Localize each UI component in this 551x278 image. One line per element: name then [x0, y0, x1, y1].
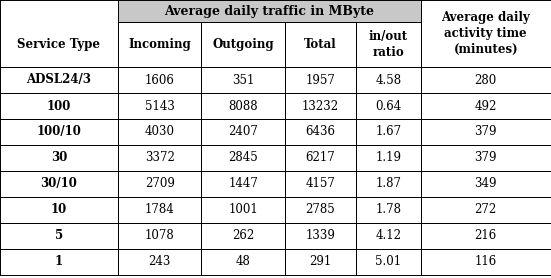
Text: 2407: 2407 — [228, 125, 258, 138]
Text: 6217: 6217 — [305, 152, 335, 165]
Text: Outgoing: Outgoing — [212, 38, 274, 51]
Text: 30/10: 30/10 — [41, 177, 77, 190]
Text: 2845: 2845 — [228, 152, 258, 165]
Text: 1: 1 — [55, 255, 63, 269]
Text: 116: 116 — [474, 255, 497, 269]
Text: 216: 216 — [474, 230, 497, 242]
Text: 6436: 6436 — [305, 125, 336, 138]
Text: in/out
ratio: in/out ratio — [369, 30, 408, 59]
Text: 30: 30 — [51, 152, 67, 165]
Text: 492: 492 — [474, 100, 497, 113]
Text: 2785: 2785 — [305, 203, 335, 217]
Text: 8088: 8088 — [228, 100, 258, 113]
Text: 1606: 1606 — [145, 73, 175, 86]
Text: 379: 379 — [474, 152, 497, 165]
Text: 243: 243 — [148, 255, 171, 269]
Text: 349: 349 — [474, 177, 497, 190]
Text: Incoming: Incoming — [128, 38, 191, 51]
Text: 10: 10 — [51, 203, 67, 217]
Text: 1.78: 1.78 — [375, 203, 401, 217]
Text: ADSL24/3: ADSL24/3 — [26, 73, 91, 86]
Text: 100/10: 100/10 — [36, 125, 82, 138]
Text: Service Type: Service Type — [18, 38, 100, 51]
Text: 13232: 13232 — [302, 100, 339, 113]
Bar — [118, 0, 420, 22]
Text: 272: 272 — [474, 203, 497, 217]
Text: 0.64: 0.64 — [375, 100, 401, 113]
Text: 3372: 3372 — [145, 152, 175, 165]
Text: 379: 379 — [474, 125, 497, 138]
Text: 2709: 2709 — [145, 177, 175, 190]
Text: 291: 291 — [309, 255, 332, 269]
Text: 4157: 4157 — [305, 177, 336, 190]
Text: 1078: 1078 — [145, 230, 175, 242]
Text: 1447: 1447 — [228, 177, 258, 190]
Text: 1784: 1784 — [145, 203, 175, 217]
Text: 1001: 1001 — [228, 203, 258, 217]
Text: Total: Total — [304, 38, 337, 51]
Text: 262: 262 — [232, 230, 254, 242]
Text: 1.67: 1.67 — [375, 125, 401, 138]
Text: 1339: 1339 — [305, 230, 336, 242]
Text: Average daily traffic in MByte: Average daily traffic in MByte — [164, 4, 374, 18]
Text: 48: 48 — [236, 255, 251, 269]
Text: 4.58: 4.58 — [375, 73, 401, 86]
Text: 351: 351 — [232, 73, 255, 86]
Text: 1.19: 1.19 — [375, 152, 401, 165]
Text: 1957: 1957 — [305, 73, 336, 86]
Text: 1.87: 1.87 — [375, 177, 401, 190]
Text: 5.01: 5.01 — [375, 255, 401, 269]
Text: 4.12: 4.12 — [375, 230, 401, 242]
Text: 5: 5 — [55, 230, 63, 242]
Text: 5143: 5143 — [145, 100, 175, 113]
Text: Average daily
activity time
(minutes): Average daily activity time (minutes) — [441, 11, 530, 56]
Text: 100: 100 — [47, 100, 71, 113]
Text: 280: 280 — [474, 73, 497, 86]
Text: 4030: 4030 — [145, 125, 175, 138]
